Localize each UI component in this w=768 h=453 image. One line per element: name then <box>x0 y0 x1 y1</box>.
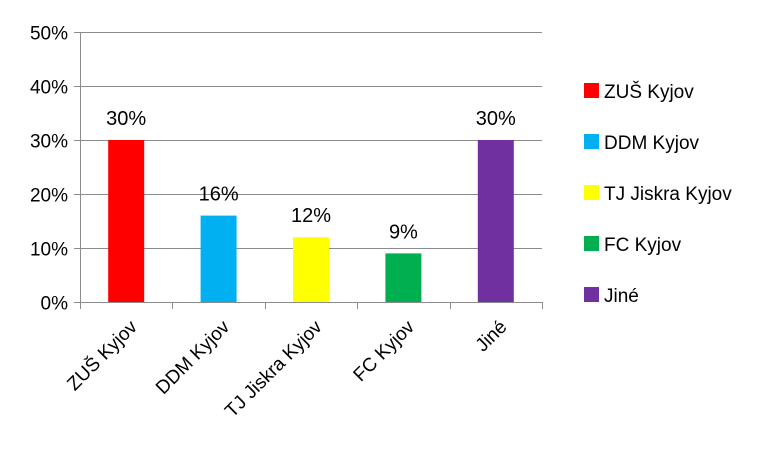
x-tick-label-jine: Jiné <box>472 317 511 356</box>
legend-label-fc-kyjov: FC Kyjov <box>604 235 682 256</box>
legend-label-jine: Jiné <box>604 286 639 307</box>
gridlines <box>80 32 542 249</box>
y-tick-label-50: 50% <box>30 24 68 45</box>
y-tick-label-40: 40% <box>30 78 68 99</box>
legend-label-ddm-kyjov: DDM Kyjov <box>604 133 700 154</box>
bar-jine <box>477 140 514 302</box>
legend-swatch-jine <box>584 287 599 302</box>
legend-swatch-ddm-kyjov <box>584 134 599 149</box>
data-labels: 30% 16% 12% 9% 30% <box>106 108 516 243</box>
legend-swatch-tj-jiskra-kyjov <box>584 185 599 200</box>
legend-swatch-zus-kyjov <box>584 83 599 98</box>
x-tick-label-ddm-kyjov: DDM Kyjov <box>152 316 234 398</box>
x-tick-label-fc-kyjov: FC Kyjov <box>350 316 420 386</box>
legend: ZUŠ Kyjov DDM Kyjov TJ Jiskra Kyjov FC Kyjo… <box>584 81 732 307</box>
legend-swatch-fc-kyjov <box>584 236 599 251</box>
x-tick-label-tj-jiskra-kyjov: TJ Jiskra Kyjov <box>221 316 327 422</box>
bar-ddm-kyjov <box>200 215 237 302</box>
bar-tj-jiskra-kyjov <box>293 237 329 302</box>
bar-zus-kyjov <box>108 140 145 302</box>
y-tick-label-30: 30% <box>30 132 68 153</box>
data-label-ddm-kyjov: 16% <box>199 184 239 206</box>
y-tick-label-10: 10% <box>30 240 68 261</box>
x-tick-label-zus-kyjov: ZUŠ Kyjov <box>63 316 142 395</box>
y-tick-label-20: 20% <box>30 186 68 207</box>
legend-label-zus-kyjov: ZUŠ Kyjov <box>604 81 694 103</box>
data-label-fc-kyjov: 9% <box>389 221 418 243</box>
bars <box>108 140 514 302</box>
data-label-zus-kyjov: 30% <box>106 108 146 130</box>
legend-label-tj-jiskra-kyjov: TJ Jiskra Kyjov <box>604 184 732 205</box>
bar-fc-kyjov <box>385 253 422 302</box>
y-tick-label-0: 0% <box>41 294 69 315</box>
axes <box>80 32 543 309</box>
data-label-tj-jiskra-kyjov: 12% <box>291 205 331 227</box>
data-label-jine: 30% <box>476 108 516 130</box>
y-axis-ticks: 0% 10% 20% 30% 40% 50% <box>30 24 80 315</box>
